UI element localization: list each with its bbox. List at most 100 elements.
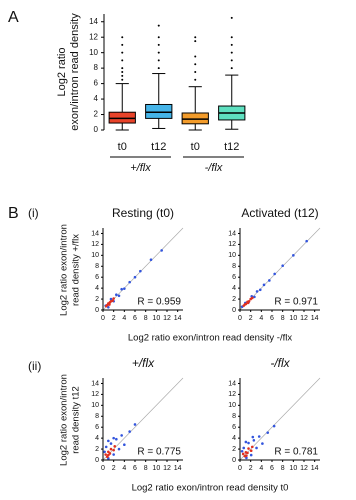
point bbox=[112, 453, 115, 456]
x-tick-label: 10 bbox=[152, 465, 160, 472]
outlier bbox=[194, 40, 197, 43]
point bbox=[120, 287, 123, 291]
annotation: R = 0.775 bbox=[137, 447, 181, 458]
x-tick-label: 8 bbox=[281, 315, 285, 322]
y-tick-label: 2 bbox=[95, 296, 99, 303]
outlier bbox=[121, 67, 124, 70]
point bbox=[268, 279, 271, 282]
y-tick-label: 10 bbox=[91, 252, 99, 259]
y-tick-label: 10 bbox=[228, 402, 236, 409]
point bbox=[255, 446, 258, 450]
point bbox=[109, 442, 113, 445]
y-tick-label: 8 bbox=[94, 63, 99, 72]
point bbox=[120, 434, 123, 437]
x-tick-label: 4 bbox=[122, 465, 126, 472]
row-label: (i) bbox=[28, 206, 39, 220]
y-tick-label: 6 bbox=[232, 424, 236, 431]
point bbox=[107, 453, 110, 457]
y-tick-label: 4 bbox=[95, 435, 99, 442]
point bbox=[253, 295, 256, 299]
y-axis-label: exon/intron read density bbox=[69, 13, 81, 131]
point bbox=[104, 445, 108, 449]
outlier bbox=[230, 51, 233, 54]
x-axis-label: Log2 ratio exon/intron read density t0 bbox=[132, 483, 289, 494]
y-tick-label: 8 bbox=[232, 263, 236, 270]
y-tick-label: 2 bbox=[232, 446, 236, 453]
outlier bbox=[194, 63, 197, 66]
y-tick-label: 0 bbox=[94, 125, 99, 134]
outlier bbox=[157, 43, 160, 46]
outlier bbox=[121, 78, 124, 81]
x-tick-label: t0 bbox=[118, 141, 127, 153]
point bbox=[281, 264, 284, 268]
y-tick-label: 12 bbox=[228, 241, 236, 248]
point bbox=[255, 290, 259, 293]
point bbox=[111, 299, 114, 303]
outlier bbox=[121, 74, 124, 77]
point bbox=[240, 449, 244, 453]
x-axis-label: Log2 ratio exon/intron read density -/fl… bbox=[128, 333, 292, 344]
point bbox=[112, 436, 115, 440]
outlier bbox=[194, 71, 197, 73]
x-tick-label: 8 bbox=[144, 465, 148, 472]
point bbox=[262, 283, 266, 287]
y-tick-label: 4 bbox=[94, 94, 99, 103]
point bbox=[250, 296, 254, 300]
group-label: +/flx bbox=[130, 162, 151, 174]
y-tick-label: 8 bbox=[95, 263, 99, 270]
x-tick-label: 2 bbox=[249, 465, 253, 472]
point bbox=[241, 452, 245, 456]
x-tick-label: t12 bbox=[224, 141, 239, 153]
y-tick-label: 4 bbox=[232, 435, 236, 442]
x-tick-label: 12 bbox=[163, 315, 171, 322]
point bbox=[261, 442, 264, 445]
y-axis-label: read density t12 bbox=[71, 386, 82, 454]
x-tick-label: 0 bbox=[101, 315, 105, 322]
y-axis-label: Log2 ratio exon/intron bbox=[59, 374, 70, 466]
point bbox=[108, 301, 112, 304]
point bbox=[242, 446, 246, 450]
y-tick-label: 6 bbox=[95, 274, 99, 281]
chart-title: Resting (t0) bbox=[112, 206, 174, 220]
point bbox=[244, 440, 248, 444]
point bbox=[128, 430, 131, 433]
outlier bbox=[157, 59, 160, 62]
y-tick-label: 0 bbox=[232, 457, 236, 464]
y-tick-label: 12 bbox=[91, 391, 99, 398]
outlier bbox=[230, 16, 233, 19]
y-tick-label: 4 bbox=[232, 285, 236, 292]
chart-title: +/flx bbox=[132, 356, 155, 370]
y-tick-label: 0 bbox=[232, 307, 236, 314]
point bbox=[245, 456, 248, 460]
point bbox=[244, 302, 248, 306]
box bbox=[145, 103, 173, 119]
point bbox=[160, 249, 163, 252]
point bbox=[252, 439, 256, 442]
x-tick-label: 10 bbox=[289, 315, 297, 322]
x-tick-label: 2 bbox=[112, 465, 116, 472]
point bbox=[250, 445, 254, 449]
y-tick-label: 2 bbox=[94, 110, 99, 119]
y-tick-label: 0 bbox=[95, 307, 99, 314]
outlier bbox=[121, 43, 124, 46]
point bbox=[133, 423, 137, 426]
y-axis-label: read density +/flx bbox=[71, 234, 82, 306]
annotation: R = 0.781 bbox=[274, 447, 318, 458]
point bbox=[246, 451, 249, 455]
y-tick-label: 0 bbox=[95, 457, 99, 464]
x-tick-label: 0 bbox=[238, 465, 242, 472]
y-tick-label: 14 bbox=[91, 380, 99, 387]
y-tick-label: 2 bbox=[232, 296, 236, 303]
chart-title: Activated (t12) bbox=[241, 206, 318, 220]
point bbox=[133, 275, 137, 279]
x-tick-label: 14 bbox=[174, 465, 182, 472]
point bbox=[123, 287, 126, 290]
group-label: -/flx bbox=[205, 162, 223, 174]
x-tick-label: 10 bbox=[289, 465, 297, 472]
y-tick-label: 12 bbox=[91, 241, 99, 248]
point bbox=[292, 254, 295, 257]
y-axis-label: Log2 ratio exon/intron bbox=[59, 224, 70, 316]
x-tick-label: 12 bbox=[300, 465, 308, 472]
panel-label: A bbox=[8, 9, 19, 26]
chart-title: -/flx bbox=[270, 356, 290, 370]
